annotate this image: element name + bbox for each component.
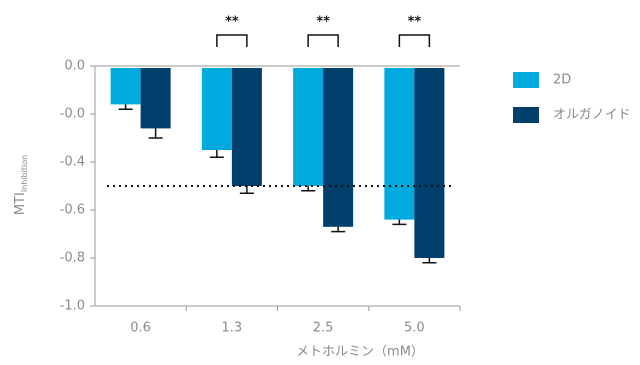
error-bar bbox=[422, 258, 437, 264]
significance-label: ** bbox=[316, 15, 330, 30]
y-tick-label: 0.0 bbox=[64, 59, 85, 74]
x-tick-label: 2.5 bbox=[313, 321, 334, 336]
x-axis-label: メトホルミン（mM） bbox=[296, 345, 424, 360]
y-tick-label: -1.0 bbox=[60, 299, 85, 314]
significance-bracket bbox=[307, 34, 339, 47]
significance-label: ** bbox=[225, 15, 239, 30]
y-tick-label: -0.6 bbox=[60, 203, 85, 218]
bar bbox=[293, 68, 324, 186]
legend-swatch bbox=[513, 107, 539, 123]
error-bar bbox=[331, 226, 346, 233]
y-label-sub: Inhibition bbox=[20, 155, 29, 192]
x-tick-label: 0.6 bbox=[130, 321, 151, 336]
significance-bracket bbox=[216, 34, 248, 47]
legend-swatch bbox=[513, 72, 539, 88]
significance-label: ** bbox=[408, 15, 422, 30]
y-axis-label: MTIInhibition bbox=[13, 155, 29, 215]
significance-bracket bbox=[398, 34, 431, 47]
bar bbox=[110, 68, 141, 105]
legend-label: 2D bbox=[553, 73, 571, 88]
error-bar bbox=[118, 104, 133, 110]
error-bar bbox=[301, 186, 316, 192]
bar bbox=[414, 68, 445, 258]
error-bar bbox=[148, 128, 163, 139]
y-label-main: MTI bbox=[13, 192, 28, 215]
bar bbox=[231, 68, 262, 186]
bar bbox=[140, 68, 171, 129]
legend-label: オルガノイド bbox=[553, 108, 631, 123]
x-tick-label: 1.3 bbox=[222, 321, 243, 336]
bar bbox=[384, 68, 415, 220]
bar bbox=[323, 68, 354, 227]
x-tick-label: 5.0 bbox=[404, 321, 425, 336]
error-bar bbox=[239, 186, 254, 194]
bar bbox=[201, 68, 232, 150]
y-tick-label: -0.4 bbox=[60, 155, 85, 170]
y-tick-label: -0.8 bbox=[60, 251, 85, 266]
error-bar bbox=[392, 219, 407, 226]
error-bar bbox=[209, 150, 224, 158]
y-tick-label: -0.0 bbox=[60, 107, 85, 122]
